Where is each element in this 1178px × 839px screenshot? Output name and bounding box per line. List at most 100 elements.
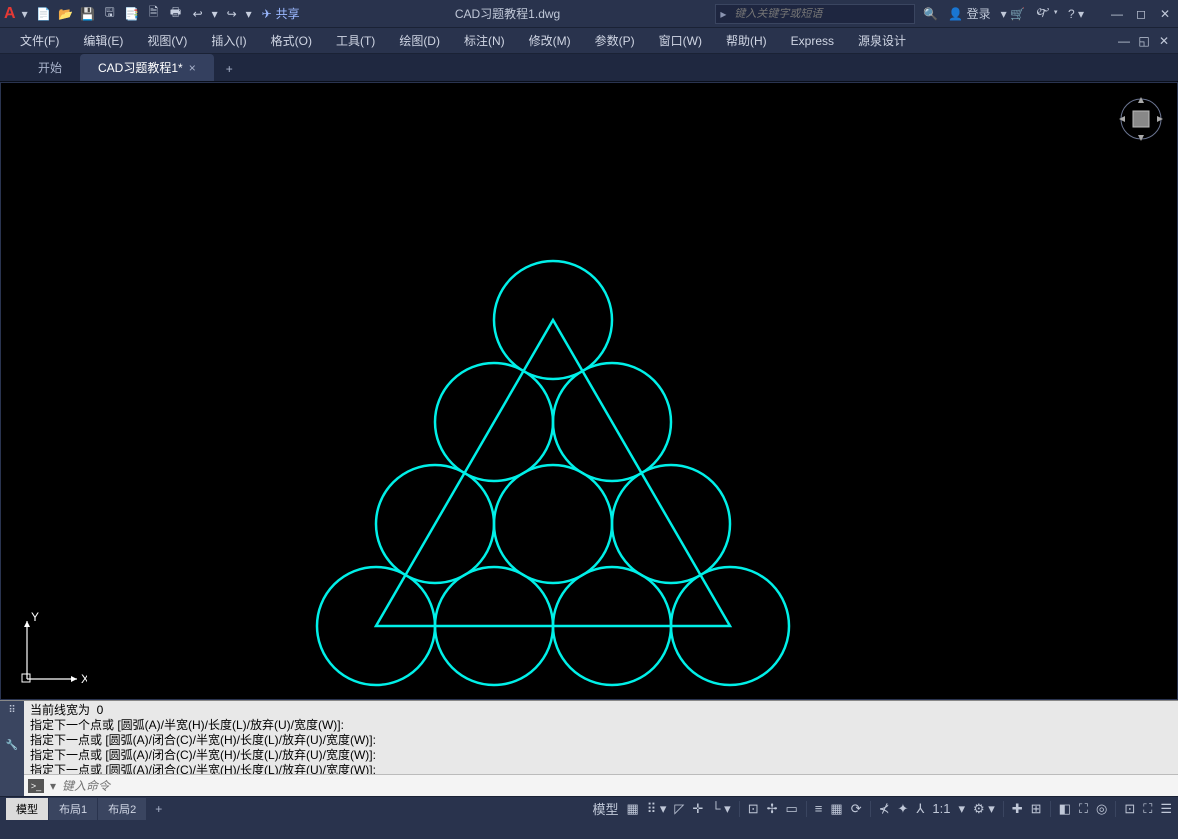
login-button[interactable]: 👤 登录: [948, 5, 990, 22]
menu-window[interactable]: 窗口(W): [647, 28, 714, 53]
title-bar: A ▾ 📄 📂 💾 🖫 📑 🗎 🖶 ↩ ▾ ↪ ▾ ✈ 共享 CAD习题教程1.…: [0, 0, 1178, 28]
app-menu-drop-icon[interactable]: ▾: [22, 7, 28, 21]
search-box[interactable]: ▸: [715, 4, 915, 24]
print-icon[interactable]: 🖶: [166, 4, 186, 24]
menu-parametric[interactable]: 参数(P): [583, 28, 647, 53]
cycling-icon[interactable]: ⟳: [851, 801, 862, 817]
tab-start[interactable]: 开始: [20, 54, 80, 81]
isolate-icon[interactable]: ◎: [1096, 801, 1107, 817]
model-space-button[interactable]: 模型: [592, 799, 618, 818]
new-icon[interactable]: 📄: [34, 4, 54, 24]
login-label: 登录: [967, 7, 991, 21]
autodesk-icon[interactable]: 🙰 ▾: [1035, 3, 1058, 24]
annotation-monitor-icon[interactable]: ✚: [1012, 801, 1023, 817]
status-sep-6: [1115, 801, 1116, 817]
drawing-canvas[interactable]: X Y: [0, 82, 1178, 700]
cmd-gutter[interactable]: ⠿ 🔧: [0, 701, 24, 796]
cmd-history: 当前线宽为 0 指定下一个点或 [圆弧(A)/半宽(H)/长度(L)/放弃(U)…: [24, 701, 1178, 774]
customize-icon[interactable]: ☰: [1160, 801, 1172, 817]
3dosnap-icon[interactable]: ✢: [767, 801, 778, 817]
menu-format[interactable]: 格式(O): [259, 28, 324, 53]
doc-restore-button[interactable]: ◱: [1136, 34, 1152, 48]
snap-icon[interactable]: ⠿ ▾: [647, 801, 667, 817]
document-tabs: 开始 CAD习题教程1* × +: [0, 54, 1178, 82]
transparency-icon[interactable]: ▦: [830, 801, 842, 817]
cmd-drop-icon[interactable]: ▾: [50, 779, 56, 793]
viewcube-icon[interactable]: [1119, 97, 1163, 141]
scale-drop-icon[interactable]: ▾: [958, 801, 965, 817]
doc-window-controls: — ◱ ✕: [1116, 34, 1172, 48]
cmd-wrench-icon[interactable]: 🔧: [6, 740, 18, 751]
osnap-icon[interactable]: ⊡: [748, 801, 759, 817]
drawing-svg: [1, 83, 1177, 701]
lock-ui-icon[interactable]: ⛶: [1079, 801, 1088, 817]
share-button[interactable]: ✈ 共享: [262, 5, 300, 22]
cmd-input-row: >_ ▾: [24, 774, 1178, 796]
tab-active-doc[interactable]: CAD习题教程1* ×: [80, 54, 214, 81]
lineweight-icon[interactable]: ≡: [815, 801, 823, 816]
annovis-icon[interactable]: ✦: [898, 801, 909, 817]
redo-drop-icon[interactable]: ▾: [244, 4, 254, 24]
layout-tabs: 模型 布局1 布局2 +: [6, 798, 170, 820]
autoscale-icon[interactable]: ⅄: [916, 801, 924, 817]
status-icons: 模型 ▦ ⠿ ▾ ◸ ✛ └ ▾ ⊡ ✢ ▭ ≡ ▦ ⟳ ⊀ ✦ ⅄ 1:1▾ …: [592, 799, 1172, 818]
menu-insert[interactable]: 插入(I): [199, 28, 258, 53]
workspace-icon[interactable]: ⚙ ▾: [973, 801, 995, 817]
hardware-accel-icon[interactable]: ⊡: [1124, 801, 1135, 817]
layout-tab-1[interactable]: 布局1: [49, 798, 98, 820]
plot-icon[interactable]: 📑: [122, 4, 142, 24]
menu-bar: 文件(F) 编辑(E) 视图(V) 插入(I) 格式(O) 工具(T) 绘图(D…: [0, 28, 1178, 54]
menu-modify[interactable]: 修改(M): [517, 28, 583, 53]
help-icon[interactable]: ? ▾: [1068, 7, 1084, 21]
undo-icon[interactable]: ↩: [188, 4, 208, 24]
menu-dimension[interactable]: 标注(N): [452, 28, 517, 53]
menu-draw[interactable]: 绘图(D): [387, 28, 452, 53]
app-store-icon[interactable]: ▾ 🛒: [1001, 7, 1025, 21]
quick-access-toolbar: 📄 📂 💾 🖫 📑 🗎 🖶 ↩ ▾ ↪ ▾: [34, 4, 254, 24]
search-icon[interactable]: 🔍: [923, 7, 938, 21]
publish-icon[interactable]: 🗎: [144, 4, 164, 24]
menu-yuanquan[interactable]: 源泉设计: [846, 28, 918, 53]
menu-edit[interactable]: 编辑(E): [71, 28, 135, 53]
tab-close-icon[interactable]: ×: [189, 61, 196, 75]
redo-icon[interactable]: ↪: [222, 4, 242, 24]
layout-tab-model[interactable]: 模型: [6, 798, 49, 820]
menu-help[interactable]: 帮助(H): [714, 28, 779, 53]
doc-minimize-button[interactable]: —: [1116, 34, 1132, 48]
cmd-input[interactable]: [62, 779, 1174, 793]
menu-express[interactable]: Express: [779, 30, 846, 52]
infer-icon[interactable]: └ ▾: [711, 801, 730, 817]
undo-drop-icon[interactable]: ▾: [210, 4, 220, 24]
saveall-icon[interactable]: 🖫: [100, 4, 120, 24]
polar-icon[interactable]: ✛: [692, 801, 703, 817]
clean-screen-icon[interactable]: ⛶: [1143, 801, 1152, 817]
menu-tools[interactable]: 工具(T): [324, 28, 387, 53]
menu-view[interactable]: 视图(V): [135, 28, 199, 53]
ortho-icon[interactable]: ◸: [674, 801, 684, 817]
status-bar: 模型 布局1 布局2 + 模型 ▦ ⠿ ▾ ◸ ✛ └ ▾ ⊡ ✢ ▭ ≡ ▦ …: [0, 796, 1178, 820]
document-title: CAD习题教程1.dwg: [300, 5, 716, 22]
cmd-prompt-icon: >_: [28, 779, 44, 793]
layout-tab-add[interactable]: +: [147, 799, 170, 819]
menu-file[interactable]: 文件(F): [8, 28, 71, 53]
grid-icon[interactable]: ▦: [626, 801, 638, 817]
units-icon[interactable]: ⊞: [1031, 801, 1042, 817]
cmd-grip-icon[interactable]: ⠿: [8, 705, 15, 716]
share-label: 共享: [276, 5, 300, 22]
save-icon[interactable]: 💾: [78, 4, 98, 24]
minimize-button[interactable]: —: [1108, 7, 1126, 21]
tab-add-button[interactable]: +: [214, 57, 245, 81]
close-button[interactable]: ✕: [1156, 7, 1174, 21]
annoscale-icon[interactable]: ⊀: [879, 801, 890, 817]
doc-close-button[interactable]: ✕: [1156, 34, 1172, 48]
command-window: ⠿ 🔧 当前线宽为 0 指定下一个点或 [圆弧(A)/半宽(H)/长度(L)/放…: [0, 700, 1178, 796]
maximize-button[interactable]: ◻: [1132, 7, 1150, 21]
scale-button[interactable]: 1:1: [932, 801, 950, 816]
status-sep-4: [1003, 801, 1004, 817]
open-icon[interactable]: 📂: [56, 4, 76, 24]
title-right-cluster: 🔍 👤 登录 ▾ 🛒 🙰 ▾ ? ▾ — ◻ ✕: [923, 3, 1174, 24]
dyn-input-icon[interactable]: ▭: [786, 801, 798, 817]
search-input[interactable]: [730, 8, 914, 20]
layout-tab-2[interactable]: 布局2: [98, 798, 147, 820]
quick-props-icon[interactable]: ◧: [1059, 801, 1071, 817]
